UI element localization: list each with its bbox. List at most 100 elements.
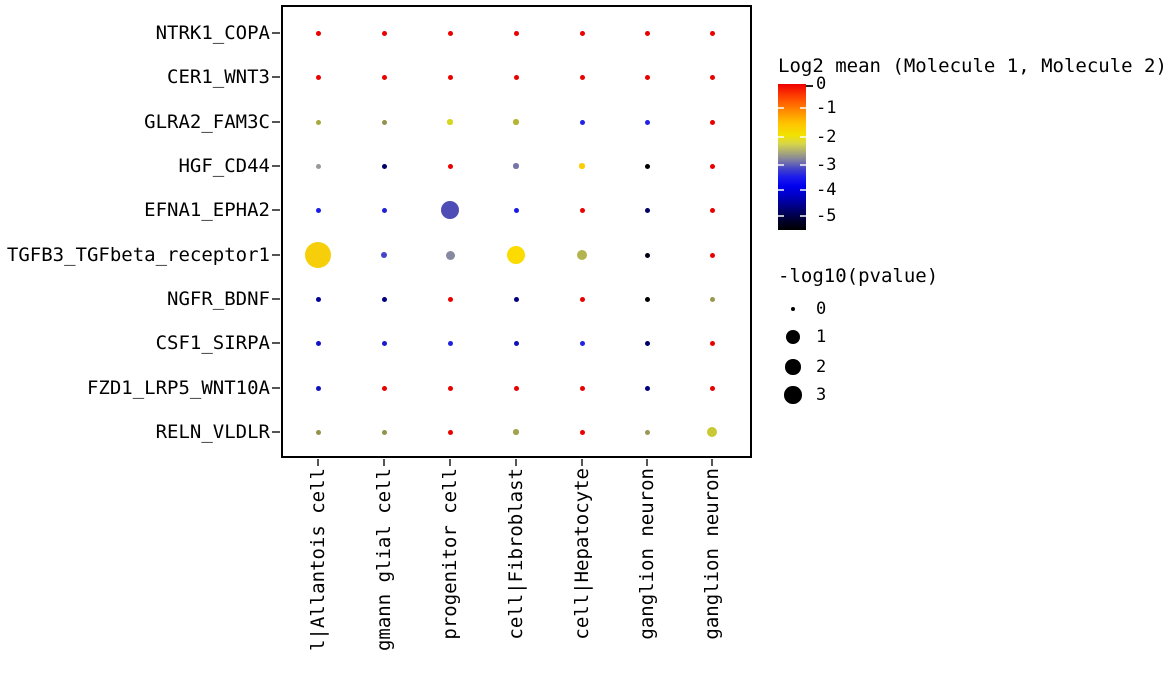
data-dot (579, 30, 585, 36)
data-dot (447, 163, 453, 169)
colorbar-tick-mark (778, 107, 784, 109)
data-dot (709, 296, 715, 302)
x-tick-label: ganglion neuron (636, 468, 658, 640)
y-tick-mark (272, 254, 280, 256)
data-dot (644, 429, 650, 435)
data-dot (445, 250, 455, 260)
colorbar-tick-label: -4 (816, 180, 837, 200)
y-tick-label: TGFB3_TGFbeta_receptor1 (6, 244, 270, 266)
data-dot (513, 207, 519, 213)
size-legend-dot (790, 306, 796, 312)
data-dot (707, 427, 717, 437)
data-dot (644, 30, 650, 36)
colorbar-tick-mark (800, 215, 806, 217)
data-dot (381, 119, 387, 125)
x-tick-label: cell|Fibroblast (505, 468, 527, 640)
y-tick-label: GLRA2_FAM3C (144, 111, 270, 133)
colorbar (778, 84, 813, 230)
data-dot (579, 296, 585, 302)
data-dot (579, 207, 585, 213)
data-dot (447, 429, 453, 435)
data-dot (579, 385, 585, 391)
x-tick-label: ganglion neuron (701, 468, 723, 640)
colorbar-tick-mark (778, 189, 784, 191)
x-tick-label: l|Allantois cell (307, 468, 329, 652)
data-dot (579, 429, 585, 435)
x-tick-label: cell|Hepatocyte (571, 468, 593, 640)
data-dot (513, 340, 519, 346)
colorbar-title: Log2 mean (Molecule 1, Molecule 2) (778, 55, 1167, 77)
data-dot (644, 252, 650, 258)
data-dot (381, 429, 387, 435)
y-tick-mark (272, 209, 280, 211)
size-legend-dot (785, 359, 801, 375)
size-legend-dot (786, 330, 800, 344)
colorbar-tick-label: -3 (816, 155, 837, 175)
y-tick-mark (272, 431, 280, 433)
data-dot (507, 246, 525, 264)
data-dot (709, 74, 715, 80)
data-dot (381, 385, 387, 391)
x-tick-mark (383, 459, 385, 466)
x-tick-mark (711, 459, 713, 466)
colorbar-tick-mark (778, 164, 784, 166)
x-tick-mark (449, 459, 451, 466)
data-dot (579, 74, 585, 80)
colorbar-tick-label: -5 (816, 206, 837, 226)
data-dot (644, 163, 650, 169)
data-dot (644, 74, 650, 80)
size-legend-label: 0 (816, 299, 827, 319)
data-dot (315, 340, 321, 346)
size-legend: -log10(pvalue) 0 1 2 3 (778, 265, 1118, 425)
data-dot (709, 163, 715, 169)
data-dot (513, 163, 519, 169)
y-tick-mark (272, 121, 280, 123)
data-dot (381, 252, 387, 258)
data-dot (644, 340, 650, 346)
data-dot (441, 201, 459, 219)
colorbar-tick-label: -1 (816, 98, 837, 118)
data-dot (381, 74, 387, 80)
data-dot (381, 340, 387, 346)
data-dot (381, 30, 387, 36)
data-dot (315, 207, 321, 213)
data-dot (513, 30, 519, 36)
colorbar-tick-mark (778, 215, 784, 217)
colorbar-tick-mark (806, 85, 813, 87)
size-legend-dot (784, 386, 802, 404)
data-dot (315, 429, 321, 435)
y-tick-label: NTRK1_COPA (155, 22, 270, 44)
size-legend-label: 1 (816, 327, 827, 347)
x-tick-label: gmann glial cell (373, 468, 395, 652)
x-tick-label: progenitor cell (439, 468, 461, 640)
colorbar-tick-label: 0 (816, 74, 827, 94)
data-dot (709, 30, 715, 36)
data-dot (315, 385, 321, 391)
data-dot (447, 30, 453, 36)
size-legend-label: 2 (816, 357, 827, 377)
size-legend-title: -log10(pvalue) (778, 265, 939, 287)
data-dot (447, 74, 453, 80)
y-tick-mark (272, 387, 280, 389)
colorbar-tick-label: -2 (816, 127, 837, 147)
x-tick-mark (515, 459, 517, 466)
data-dot (305, 242, 331, 268)
data-dot (579, 163, 585, 169)
data-dot (381, 163, 387, 169)
y-tick-mark (272, 76, 280, 78)
plot-area (281, 5, 752, 458)
data-dot (315, 163, 321, 169)
data-dot (513, 296, 519, 302)
colorbar-tick-mark (778, 136, 784, 138)
data-dot (577, 250, 587, 260)
data-dot (709, 385, 715, 391)
data-dot (447, 119, 453, 125)
data-dot (447, 296, 453, 302)
y-tick-label: FZD1_LRP5_WNT10A (86, 377, 270, 399)
data-dot (644, 119, 650, 125)
data-dot (709, 207, 715, 213)
y-tick-label: CER1_WNT3 (167, 66, 270, 88)
colorbar-tick-mark (800, 136, 806, 138)
y-tick-mark (272, 342, 280, 344)
